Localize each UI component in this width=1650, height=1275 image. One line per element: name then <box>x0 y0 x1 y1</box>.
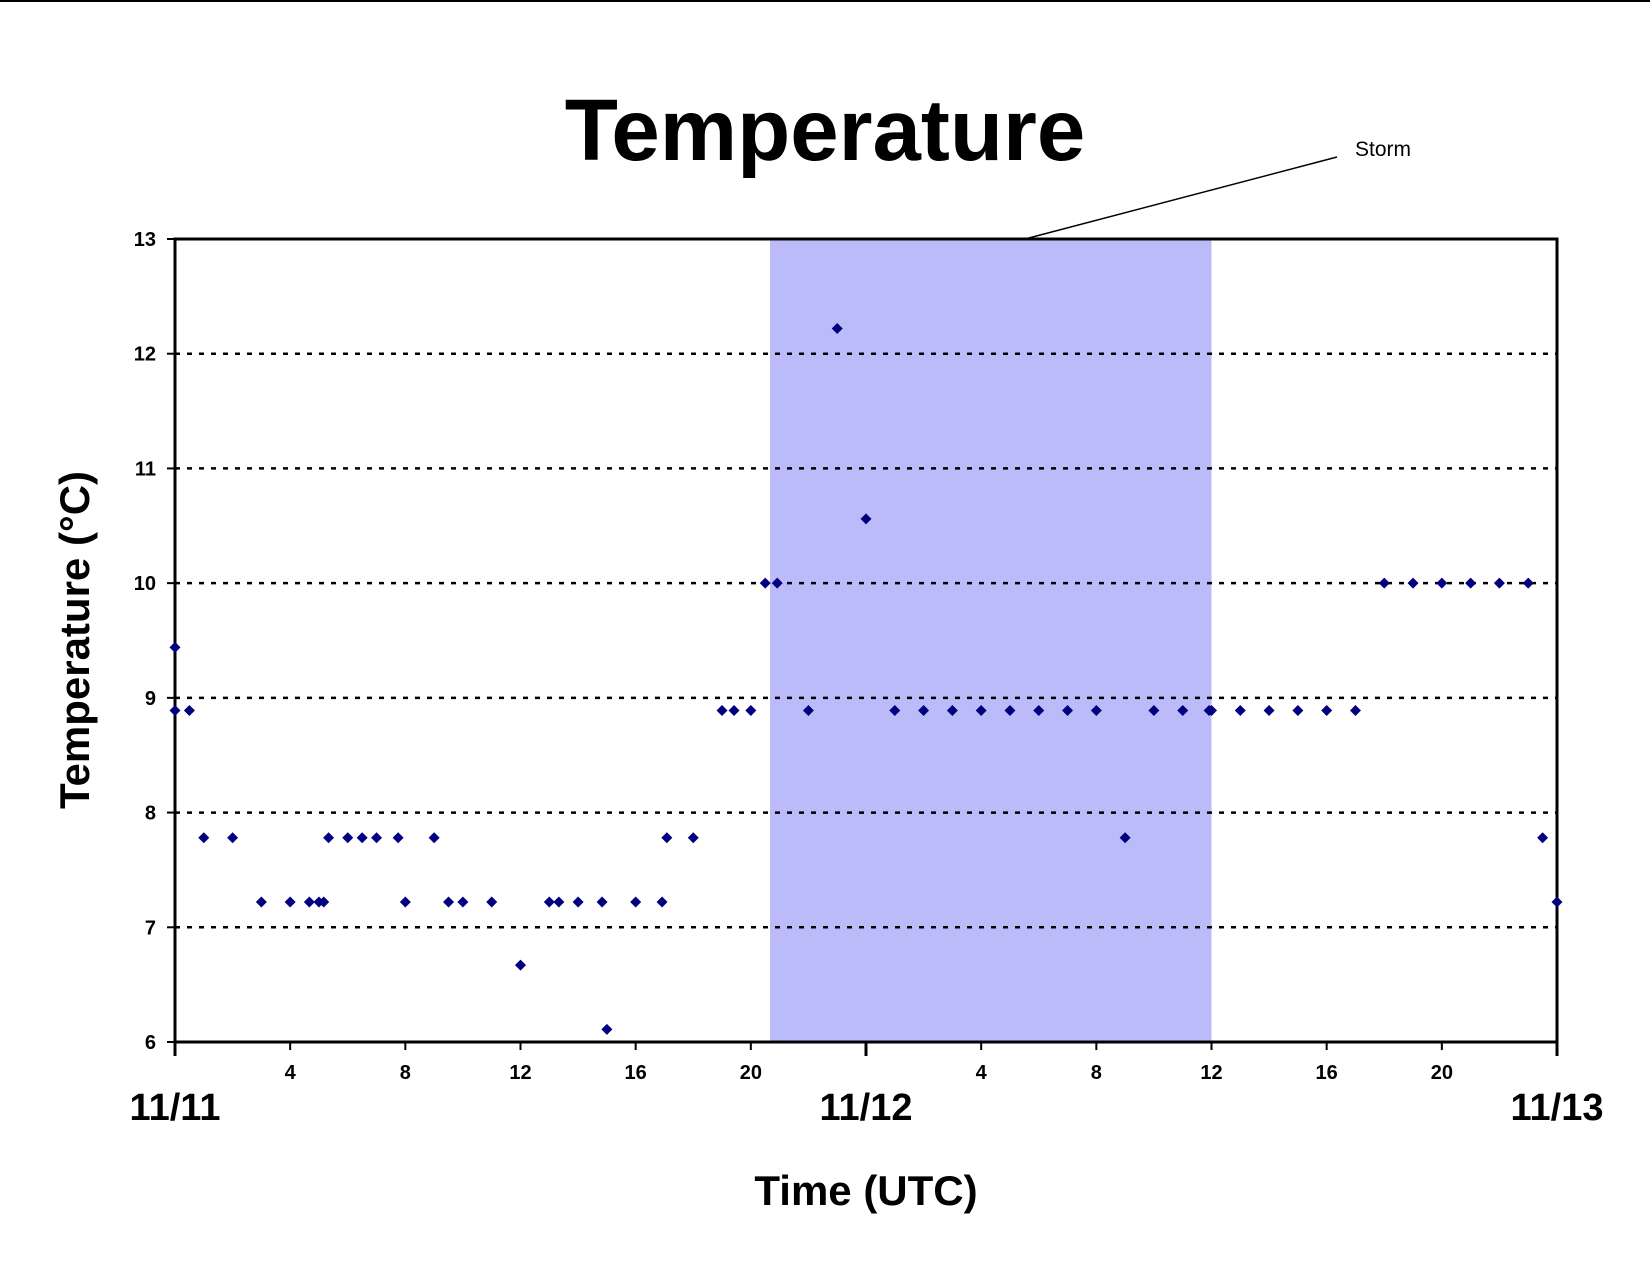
data-point <box>1551 896 1563 908</box>
data-point <box>759 577 771 589</box>
x-tick-label: 8 <box>400 1062 411 1084</box>
data-point <box>596 896 608 908</box>
data-point <box>1436 577 1448 589</box>
y-tick-label: 11 <box>135 458 156 480</box>
data-point <box>198 832 210 844</box>
data-point <box>1234 704 1246 716</box>
data-point <box>802 704 814 716</box>
x-tick-label: 20 <box>740 1062 762 1084</box>
storm-region-layer: Storm <box>770 138 1411 1042</box>
data-point <box>975 704 987 716</box>
x-tick-label: 4 <box>285 1062 297 1084</box>
data-point <box>1119 832 1131 844</box>
data-point <box>1090 704 1102 716</box>
data-point <box>1148 704 1160 716</box>
data-point <box>1206 704 1217 716</box>
data-point <box>1033 704 1045 716</box>
data-point <box>342 832 354 844</box>
data-point <box>169 641 181 653</box>
y-axis-ticks: 6 7 8 9 10 11 12 13 <box>134 229 175 1054</box>
data-point <box>457 896 469 908</box>
x-axis-ticks: 4 8 12 16 20 4 8 12 16 20 11/11 11/12 11/13 <box>130 1042 1604 1129</box>
y-tick-label: 9 <box>145 688 156 710</box>
date-label: 11/12 <box>820 1087 913 1129</box>
data-point <box>392 832 404 844</box>
data-point <box>399 896 411 908</box>
data-point <box>1004 704 1016 716</box>
y-axis-label: Temperature (°C) <box>51 471 98 809</box>
x-tick-label: 20 <box>1431 1062 1453 1084</box>
data-point <box>728 704 740 716</box>
data-point <box>356 832 368 844</box>
data-point <box>1263 704 1275 716</box>
y-tick-label: 13 <box>134 229 156 251</box>
data-point <box>918 704 930 716</box>
data-point <box>553 896 565 908</box>
data-point <box>1465 577 1477 589</box>
data-point <box>572 896 584 908</box>
data-point <box>1378 577 1390 589</box>
data-point <box>183 704 195 716</box>
data-point <box>630 896 642 908</box>
data-points <box>169 322 1563 1035</box>
data-point <box>284 896 296 908</box>
data-point <box>303 896 315 908</box>
x-tick-label: 4 <box>976 1062 988 1084</box>
gridlines <box>175 352 1557 929</box>
data-point <box>860 513 872 525</box>
data-point <box>371 832 383 844</box>
data-point <box>255 896 267 908</box>
data-point <box>889 704 901 716</box>
x-tick-label: 12 <box>509 1062 531 1084</box>
data-point <box>169 704 181 716</box>
data-point <box>946 704 958 716</box>
data-point <box>1407 577 1419 589</box>
top-border-line <box>0 0 1650 2</box>
data-point <box>1493 577 1505 589</box>
data-point <box>318 896 330 908</box>
data-point <box>656 896 668 908</box>
data-point <box>1292 704 1304 716</box>
data-point <box>1349 704 1361 716</box>
date-label: 11/11 <box>130 1087 221 1129</box>
data-point <box>716 704 728 716</box>
data-point <box>443 896 455 908</box>
data-point <box>687 832 699 844</box>
data-point <box>771 577 783 589</box>
data-point <box>428 832 440 844</box>
x-tick-label: 12 <box>1200 1062 1222 1084</box>
data-point <box>227 832 239 844</box>
data-point <box>1321 704 1333 716</box>
storm-callout-line <box>1024 156 1338 240</box>
storm-annotation-label: Storm <box>1355 138 1411 161</box>
x-tick-label: 8 <box>1091 1062 1102 1084</box>
x-tick-label: 16 <box>625 1062 647 1084</box>
data-point <box>543 896 555 908</box>
y-tick-label: 8 <box>145 803 156 825</box>
y-tick-label: 7 <box>145 917 156 939</box>
data-point <box>486 896 498 908</box>
data-point <box>1177 704 1189 716</box>
date-label: 11/13 <box>1511 1087 1604 1129</box>
y-tick-label: 6 <box>145 1032 156 1054</box>
data-point <box>1062 704 1074 716</box>
chart-title: Temperature <box>565 82 1086 179</box>
data-point <box>831 322 843 334</box>
data-point <box>661 832 673 844</box>
data-point <box>745 704 757 716</box>
y-tick-label: 12 <box>134 344 156 366</box>
storm-shaded-region <box>770 239 1212 1042</box>
data-point <box>1522 577 1534 589</box>
data-point <box>323 832 335 844</box>
data-point <box>1537 832 1549 844</box>
x-tick-label: 16 <box>1316 1062 1338 1084</box>
y-tick-label: 10 <box>134 573 156 595</box>
x-axis-label: Time (UTC) <box>754 1167 977 1214</box>
data-point <box>601 1023 613 1035</box>
data-point <box>515 959 526 971</box>
